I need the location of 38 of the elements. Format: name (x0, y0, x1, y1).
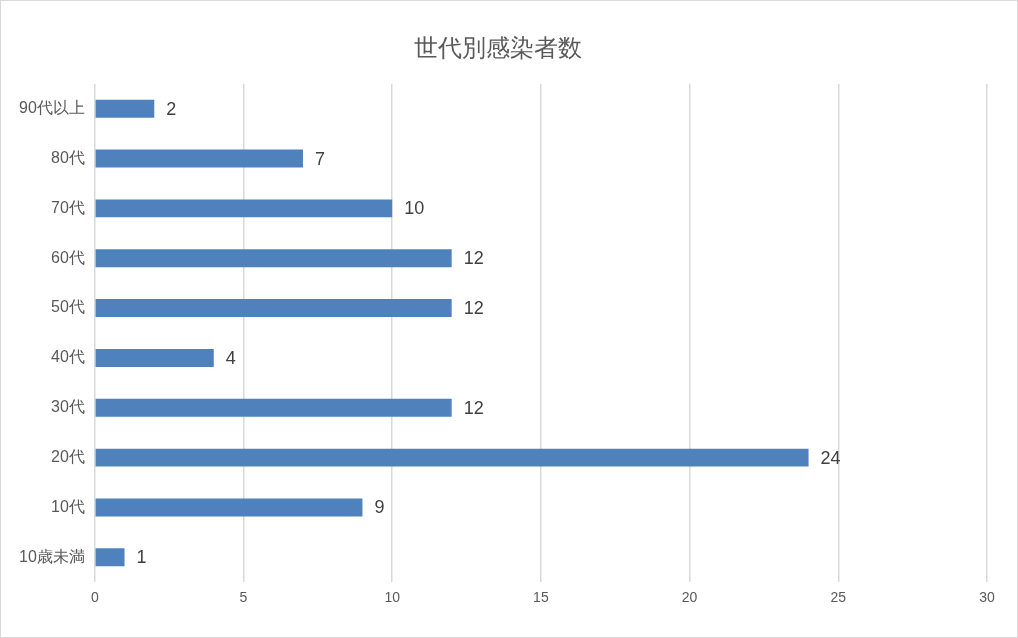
bar (95, 498, 363, 517)
y-tick-label: 40代 (51, 348, 85, 366)
bar (95, 249, 452, 268)
bar (95, 548, 125, 567)
bar (95, 299, 452, 318)
data-label: 4 (225, 347, 236, 368)
bar (95, 99, 155, 118)
x-tick-label: 20 (681, 589, 698, 606)
bar (95, 149, 303, 168)
x-tick-label: 15 (533, 589, 549, 606)
y-tick-label: 10歳未満 (19, 547, 85, 565)
bar (95, 398, 452, 417)
chart-title: 世代別感染者数 (414, 34, 582, 62)
x-tick-label: 5 (239, 589, 248, 606)
data-label: 12 (463, 397, 484, 418)
y-tick-label: 80代 (51, 148, 85, 166)
x-tick-label: 0 (90, 589, 99, 606)
y-tick-label: 90代以上 (19, 99, 85, 117)
data-label: 12 (463, 298, 484, 319)
x-tick-label: 10 (384, 589, 401, 606)
data-label: 9 (374, 497, 385, 518)
x-tick-label: 30 (979, 589, 995, 606)
y-tick-label: 20代 (51, 448, 85, 466)
bar (95, 199, 393, 218)
y-tick-label: 50代 (51, 298, 85, 316)
bar (95, 448, 809, 467)
data-label: 2 (166, 98, 177, 119)
y-tick-label: 10代 (51, 497, 85, 515)
bar (95, 348, 214, 367)
data-label: 12 (463, 248, 484, 269)
x-tick-label: 25 (830, 589, 847, 606)
y-tick-label: 70代 (51, 198, 85, 216)
data-label: 1 (136, 547, 147, 568)
data-label: 7 (314, 148, 325, 169)
data-label: 24 (820, 447, 841, 468)
y-tick-label: 60代 (51, 248, 85, 266)
data-label: 10 (404, 198, 425, 219)
y-tick-label: 30代 (51, 398, 85, 416)
